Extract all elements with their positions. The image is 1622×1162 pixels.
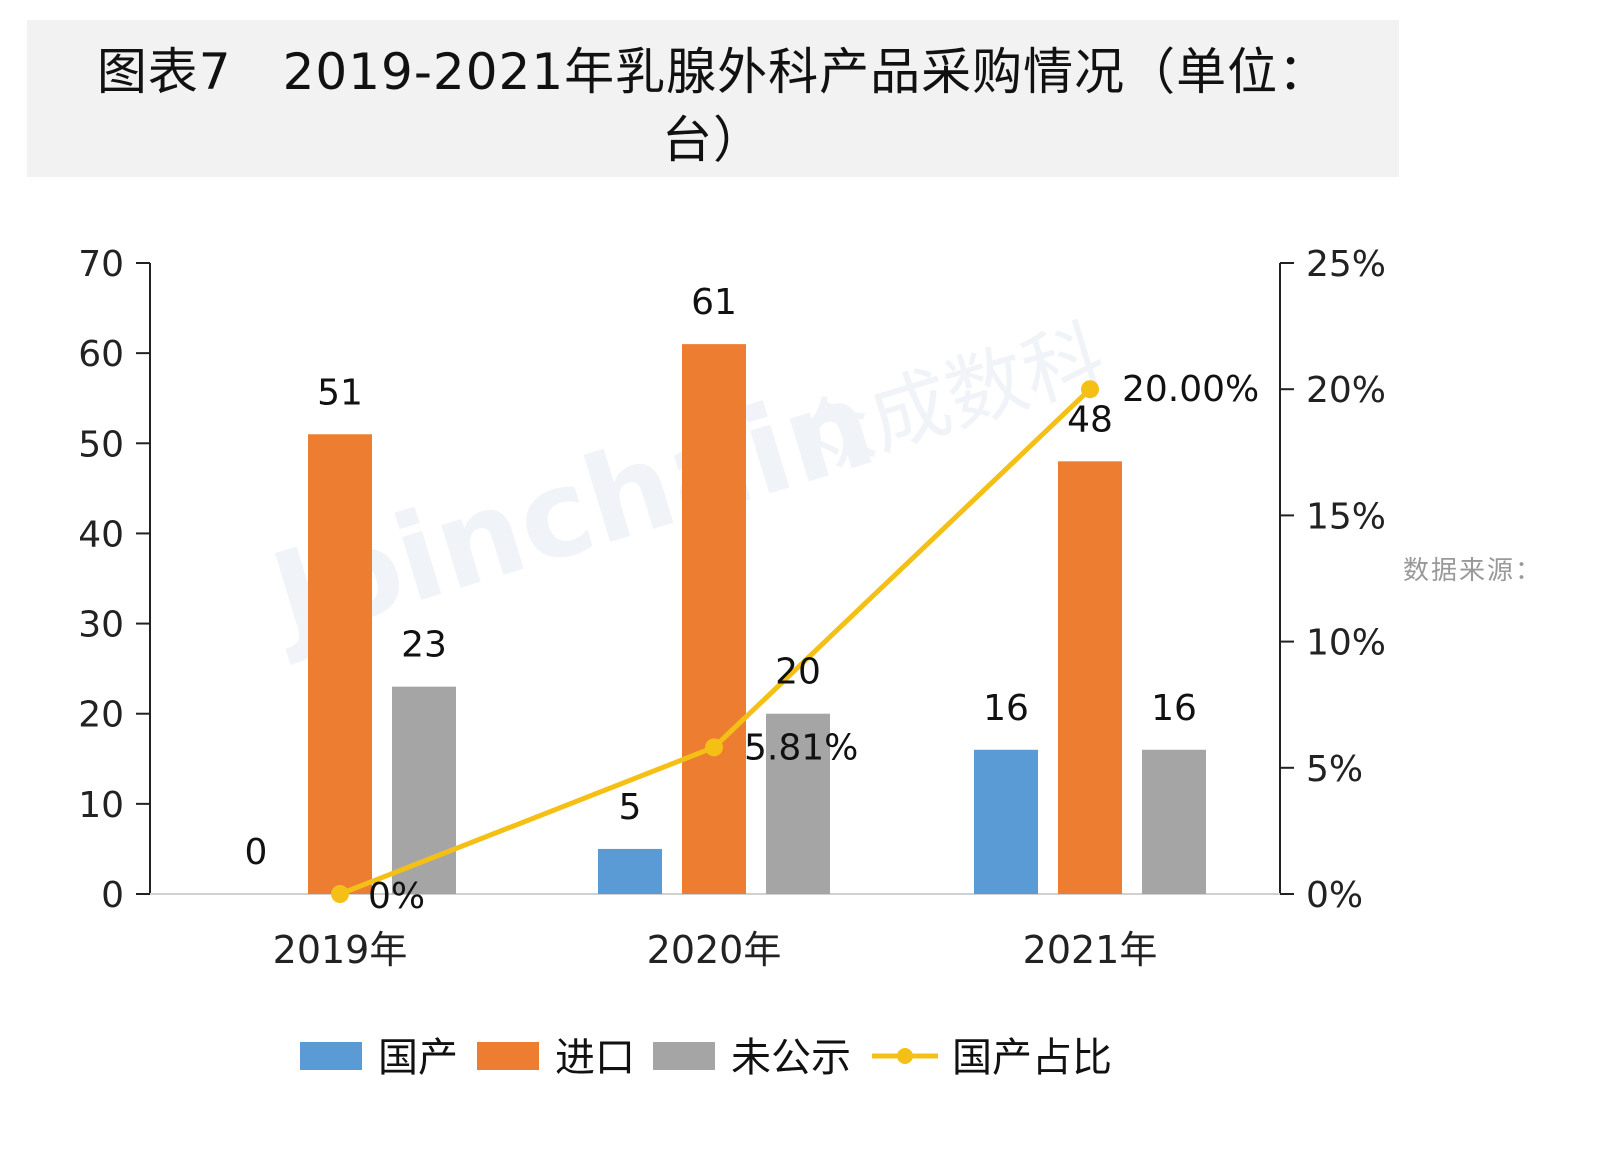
y-right-tick-label: 10%	[1306, 623, 1386, 664]
ratio-line-layer	[331, 380, 1099, 903]
y-left-tick-label: 60	[78, 334, 124, 375]
bar-undisclosed	[766, 713, 830, 894]
chart-title-line1: 图表7 2019-2021年乳腺外科产品采购情况（单位：	[96, 43, 1330, 101]
ratio-point	[331, 885, 349, 903]
chart-title-box: 图表7 2019-2021年乳腺外科产品采购情况（单位： 台）	[27, 20, 1399, 177]
bar-data-label: 48	[1067, 399, 1113, 440]
y-left-tick-label: 30	[78, 605, 124, 646]
bar-import	[308, 434, 372, 894]
y-left-tick-label: 10	[78, 785, 124, 826]
y-right-tick-label: 25%	[1306, 244, 1386, 285]
source-note: 数据来源：	[1403, 556, 1544, 586]
bar-data-label: 23	[401, 625, 447, 666]
y-right-tick-label: 0%	[1306, 875, 1363, 916]
bar-data-label: 16	[983, 688, 1029, 729]
legend-label: 国产占比	[952, 1035, 1112, 1081]
bar-import	[1058, 461, 1122, 894]
bar-undisclosed	[1142, 749, 1206, 894]
bar-data-label: 16	[1151, 688, 1197, 729]
x-tick-label: 2020年	[647, 928, 782, 972]
bar-data-label: 61	[691, 282, 737, 323]
legend-swatch-bar-import	[477, 1042, 539, 1070]
y-left-tick-label: 70	[78, 244, 124, 285]
ratio-data-label: 5.81%	[744, 727, 858, 768]
bar-domestic	[598, 848, 662, 894]
data-labels: 0 5 16 51 61 48 23 20 16 0% 5.81% 20.00%	[245, 282, 1260, 917]
legend-label: 国产	[378, 1035, 458, 1081]
y-left-tick-label: 20	[78, 695, 124, 736]
legend-swatch-bar-domestic	[300, 1042, 362, 1070]
ratio-data-label: 0%	[368, 876, 425, 917]
legend-label: 进口	[555, 1035, 635, 1081]
ratio-data-label: 20.00%	[1122, 369, 1259, 410]
x-tick-label: 2021年	[1023, 928, 1158, 972]
bar-import	[682, 344, 746, 895]
bar-data-label: 5	[619, 787, 642, 828]
y-left-tick-label: 0	[101, 875, 124, 916]
legend-label: 未公示	[731, 1035, 851, 1081]
y-left-tick-label: 50	[78, 424, 124, 465]
bar-data-label: 20	[775, 652, 821, 693]
chart-title: 图表7 2019-2021年乳腺外科产品采购情况（单位： 台）	[27, 38, 1399, 174]
y-left-tick-label: 40	[78, 514, 124, 555]
legend: 国产 进口 未公示 国产占比	[300, 1035, 1112, 1081]
ratio-point	[705, 738, 723, 757]
bar-domestic	[974, 749, 1038, 894]
y-right-tick-label: 20%	[1306, 370, 1386, 411]
bars	[308, 344, 1206, 895]
chart-title-line2: 台）	[662, 111, 764, 169]
y-right-tick-label: 5%	[1306, 749, 1363, 790]
legend-swatch-ratio-point	[897, 1048, 913, 1064]
bar-data-label: 51	[317, 372, 363, 413]
x-tick-label: 2019年	[273, 928, 408, 972]
bar-data-label: 0	[245, 832, 268, 873]
ratio-point	[1081, 380, 1099, 399]
legend-swatch-bar-undisclosed	[653, 1042, 715, 1070]
y-right-tick-label: 15%	[1306, 496, 1386, 537]
